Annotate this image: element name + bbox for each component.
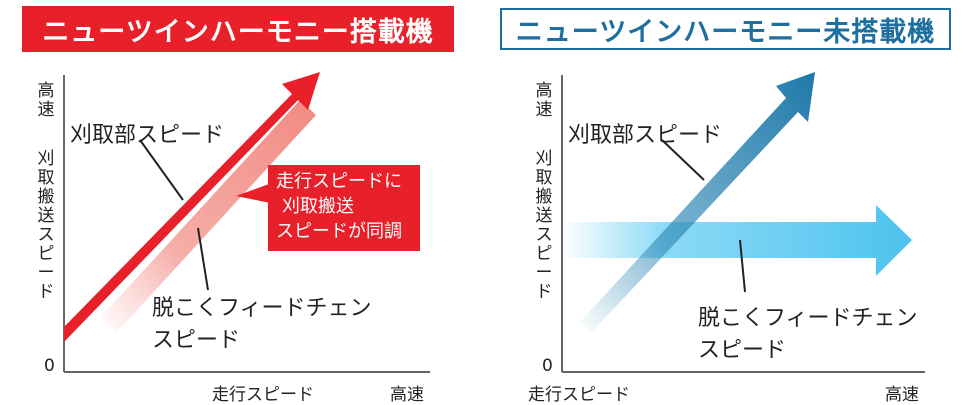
left-x-axis-label: 走行スピード	[212, 385, 314, 405]
left-x-axis-end: 高速	[390, 385, 424, 405]
left-axes	[63, 75, 430, 373]
left-thresh-arrow	[100, 100, 316, 333]
left-reap-leader	[139, 139, 184, 201]
callout-line-1: 走行スピードに	[276, 171, 402, 192]
right-thresh-leader	[739, 239, 746, 293]
right-thresh-label-2: スピード	[698, 338, 787, 363]
callout-line-3: スピードが同調	[276, 221, 402, 242]
left-reap-label: 刈取部スピード	[70, 123, 225, 148]
right-thresh-arrow	[562, 205, 912, 276]
right-reap-arrow	[580, 72, 815, 332]
left-reap-arrow	[64, 72, 320, 342]
right-reap-leader	[661, 139, 705, 181]
left-thresh-label-2: スピード	[152, 328, 241, 353]
left-thresh-leader	[197, 227, 209, 291]
left-y-zero: 0	[44, 356, 55, 376]
left-panel-title: ニューツインハーモニー搭載機	[22, 6, 454, 52]
right-panel-title: ニューツインハーモニー未搭載機	[500, 8, 951, 50]
right-x-axis-end: 高速	[885, 385, 919, 405]
right-x-axis-label: 走行スピード	[528, 385, 630, 405]
right-y-axis-top: 高速	[535, 81, 553, 120]
right-y-axis-label: 刈取搬送スピード	[535, 149, 553, 302]
left-y-axis-top: 高速	[37, 81, 55, 120]
callout-line-2: 刈取搬送	[282, 196, 354, 217]
left-thresh-label-1: 脱こくフィードチェン	[152, 296, 372, 321]
left-y-axis-label: 刈取搬送スピード	[37, 149, 55, 302]
right-reap-label: 刈取部スピード	[568, 123, 723, 148]
right-thresh-label-1: 脱こくフィードチェン	[698, 306, 918, 331]
right-y-zero: 0	[542, 356, 553, 376]
sync-callout: 走行スピードに 刈取搬送 スピードが同調	[268, 165, 420, 251]
